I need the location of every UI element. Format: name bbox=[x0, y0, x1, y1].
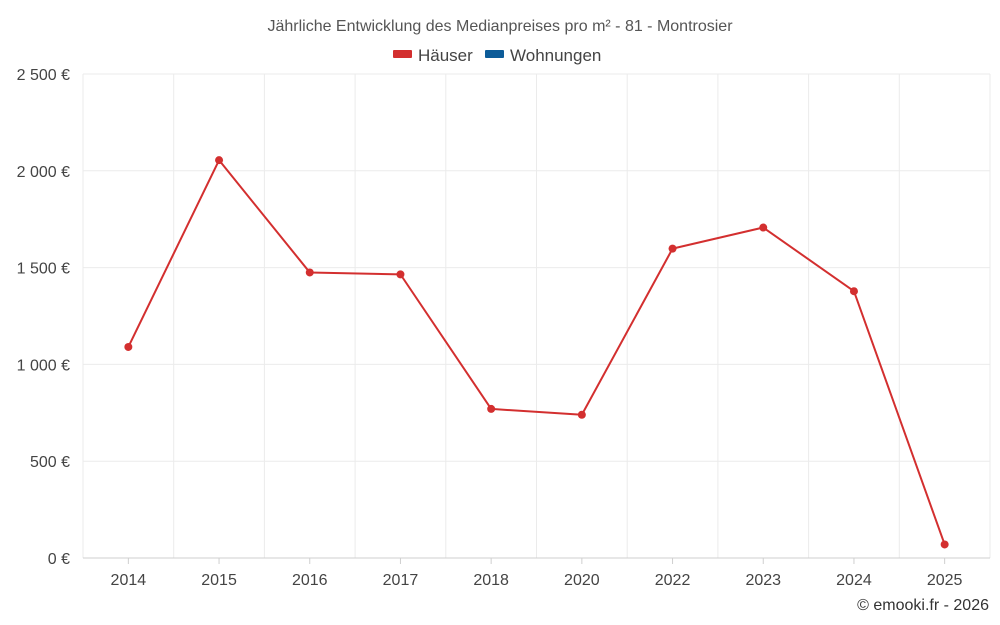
x-tick-label: 2014 bbox=[111, 572, 147, 589]
y-axis-labels: 0 € 500 € 1 000 € 1 500 € 2 000 € 2 500 € bbox=[17, 67, 70, 568]
data-point[interactable] bbox=[396, 270, 405, 279]
legend-swatch-wohnungen bbox=[485, 50, 504, 58]
x-tick-label: 2025 bbox=[927, 572, 963, 589]
data-point[interactable] bbox=[759, 223, 768, 232]
legend-swatch-haeuser bbox=[393, 50, 412, 58]
data-point[interactable] bbox=[577, 410, 586, 419]
data-point[interactable] bbox=[124, 342, 133, 351]
y-tick-label: 2 000 € bbox=[17, 164, 70, 181]
x-axis-labels: 2014 2015 2016 2017 2018 2020 2022 2023 2024 2025 bbox=[111, 558, 963, 589]
x-tick-label: 2020 bbox=[564, 572, 600, 589]
x-tick-label: 2015 bbox=[201, 572, 237, 589]
data-point[interactable] bbox=[487, 404, 496, 413]
series-layer bbox=[124, 156, 949, 549]
legend-label-wohnungen[interactable]: Wohnungen bbox=[510, 46, 601, 65]
x-tick-label: 2017 bbox=[383, 572, 419, 589]
data-point[interactable] bbox=[668, 244, 677, 253]
y-tick-label: 0 € bbox=[48, 551, 70, 568]
x-tick-label: 2023 bbox=[745, 572, 781, 589]
x-gridlines bbox=[82, 74, 991, 558]
x-tick-label: 2022 bbox=[655, 572, 691, 589]
y-tick-label: 2 500 € bbox=[17, 67, 70, 84]
series-line bbox=[127, 159, 946, 545]
x-tick-label: 2016 bbox=[292, 572, 328, 589]
y-tick-label: 500 € bbox=[30, 454, 70, 471]
credit-text: © emooki.fr - 2026 bbox=[857, 597, 989, 614]
data-point[interactable] bbox=[215, 156, 224, 165]
data-point[interactable] bbox=[305, 268, 314, 277]
x-tick-label: 2018 bbox=[473, 572, 509, 589]
data-point[interactable] bbox=[849, 287, 858, 296]
legend: Häuser Wohnungen bbox=[393, 46, 601, 65]
x-tick-label: 2024 bbox=[836, 572, 872, 589]
chart-title: Jährliche Entwicklung des Medianpreises … bbox=[267, 18, 733, 35]
y-tick-label: 1 000 € bbox=[17, 357, 70, 374]
data-point[interactable] bbox=[940, 540, 949, 549]
y-tick-label: 1 500 € bbox=[17, 261, 70, 278]
legend-label-haeuser[interactable]: Häuser bbox=[418, 46, 473, 65]
